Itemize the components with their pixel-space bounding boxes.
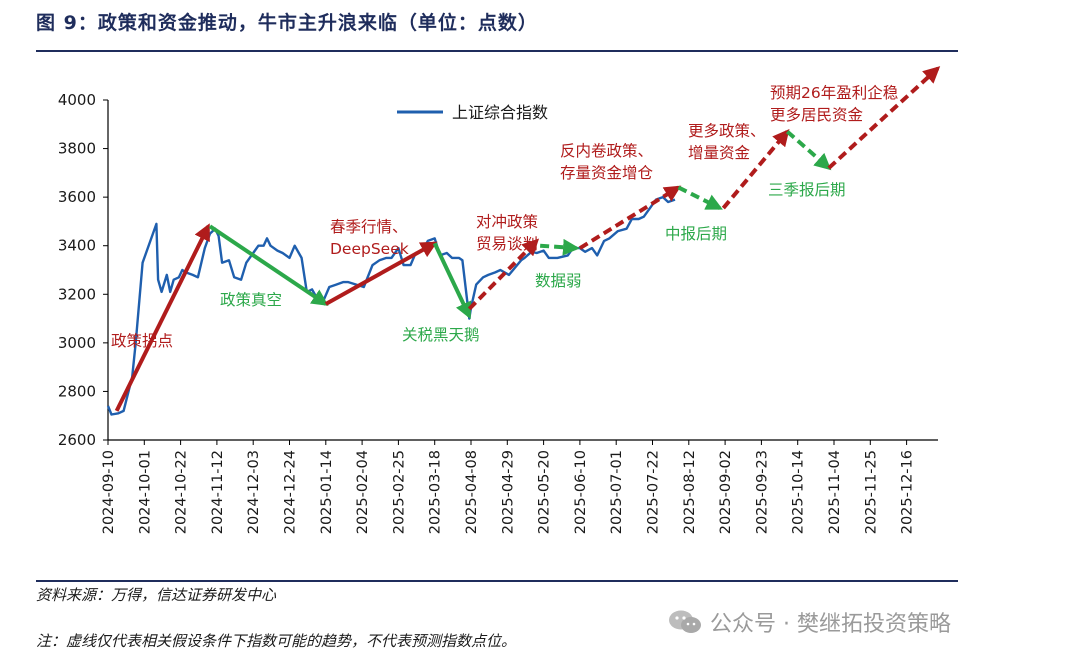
- x-tick-label: 2025-11-04: [827, 450, 843, 534]
- x-tick-label: 2025-09-02: [718, 450, 734, 534]
- x-tick-label: 2024-11-12: [210, 450, 226, 534]
- y-tick-label: 2600: [58, 431, 96, 449]
- annotation-line: 数据弱: [535, 272, 582, 290]
- x-tick-label: 2024-10-22: [174, 450, 190, 534]
- axes: 2600 2800 3000 3200 3400 3600 3800 4000 2024-09-…: [58, 91, 938, 534]
- trend-arrow-up-7: [578, 185, 682, 250]
- annotation-anti-involution: 反内卷政策、存量资金增仓: [560, 142, 654, 182]
- x-tick-label: 2025-07-22: [646, 450, 662, 534]
- annotation-line: 贸易谈判: [476, 235, 538, 253]
- watermark-text: 公众号 · 樊继拓投资策略: [710, 612, 951, 637]
- trend-arrow-down-10: [786, 130, 832, 171]
- annotation-line: 政策真空: [220, 291, 282, 309]
- y-tick-label: 4000: [58, 91, 96, 109]
- x-tick-label: 2025-09-23: [754, 450, 770, 534]
- x-tick-label: 2025-05-20: [537, 450, 553, 534]
- annotation-spring-rally: 春季行情、 DeepSeek: [330, 218, 409, 258]
- annotation-line: 更多居民资金: [770, 106, 864, 124]
- x-tick-label: 2025-07-01: [609, 450, 625, 534]
- annotation-line: 春季行情、: [330, 218, 408, 236]
- legend: 上证综合指数: [397, 103, 548, 122]
- trend-arrow-down-2: [208, 224, 329, 306]
- annotation-line: 更多政策、: [688, 122, 766, 140]
- y-tick-label: 3200: [58, 285, 96, 303]
- y-tick-label: 2800: [58, 382, 96, 400]
- trend-arrow-down-4: [432, 242, 472, 320]
- y-tick-label: 3400: [58, 237, 96, 255]
- footer-rule: [36, 580, 958, 582]
- x-tick-label: 2025-10-14: [791, 450, 807, 534]
- x-tick-label: 2025-12-16: [900, 450, 916, 534]
- annotation-line: 对冲政策: [476, 213, 538, 231]
- x-tick-label: 2024-09-10: [101, 450, 117, 534]
- annotation-interim-report: 中报后期: [665, 225, 727, 243]
- annotation-line: DeepSeek: [330, 240, 409, 258]
- source-text: 资料来源：万得，信达证券研发中心: [36, 586, 277, 604]
- annotation-weak-data: 数据弱: [535, 272, 582, 290]
- annotation-q3-report: 三季报后期: [768, 181, 846, 199]
- x-tick-label: 2024-12-24: [283, 450, 299, 534]
- y-tick-label: 3000: [58, 334, 96, 352]
- annotation-line: 存量资金增仓: [560, 164, 654, 182]
- arrow-layer: [114, 66, 941, 412]
- x-tick-label: 2025-01-14: [319, 450, 335, 534]
- chart-title: 图 9：政策和资金推动，牛市主升浪来临（单位：点数）: [36, 12, 538, 34]
- annotation-line: 关税黑天鹅: [402, 326, 480, 344]
- trend-arrow-down-6: [540, 238, 580, 256]
- annotation-more-policy: 更多政策、增量资金: [688, 122, 766, 162]
- trend-arrow-up-3: [324, 241, 438, 306]
- chart-canvas: 2600 2800 3000 3200 3400 3600 3800 4000 2024-09-…: [58, 66, 941, 534]
- x-tick-label: 2024-12-03: [246, 450, 262, 534]
- x-tick-label: 2025-03-18: [428, 450, 444, 534]
- x-tick-label: 2025-04-08: [464, 450, 480, 534]
- note-text: 注：虚线仅代表相关假设条件下指数可能的趋势，不代表预测指数点位。: [36, 632, 517, 650]
- x-tick-label: 2025-11-25: [863, 450, 879, 534]
- x-tick-label: 2025-06-10: [573, 450, 589, 534]
- x-tick-label: 2025-02-04: [355, 450, 371, 534]
- annotation-line: 反内卷政策、: [560, 142, 653, 160]
- legend-label: 上证综合指数: [452, 103, 548, 122]
- annotation-line: 中报后期: [665, 225, 727, 243]
- annotation-policy-vacuum: 政策真空: [220, 291, 282, 309]
- y-tick-label: 3600: [58, 188, 96, 206]
- annotation-line: 预期26年盈利企稳: [770, 84, 898, 102]
- annotation-line: 政策拐点: [111, 332, 173, 350]
- annotation-policy-turn: 政策拐点: [111, 332, 173, 350]
- y-tick-label: 3800: [58, 140, 96, 158]
- annotation-line: 三季报后期: [768, 181, 846, 199]
- trend-arrow-up-11: [827, 66, 941, 170]
- trend-arrow-up-5: [467, 238, 540, 311]
- title-rule: [36, 50, 958, 52]
- x-tick-label: 2025-02-25: [391, 450, 407, 534]
- annotation-tariff-black-swan: 关税黑天鹅: [402, 326, 480, 344]
- annotation-hedge-policy: 对冲政策贸易谈判: [476, 213, 538, 253]
- x-tick-label: 2025-04-29: [500, 450, 516, 534]
- trend-arrow-up-1: [114, 223, 211, 412]
- annotation-line: 增量资金: [688, 144, 751, 162]
- watermark: 公众号 · 樊继拓投资策略: [668, 606, 951, 638]
- trend-arrow-up-9: [721, 128, 790, 210]
- annotation-expect-2026: 预期26年盈利企稳更多居民资金: [770, 84, 898, 124]
- x-tick-label: 2025-08-12: [682, 450, 698, 534]
- wechat-icon: [669, 610, 701, 633]
- trend-arrow-down-8: [677, 185, 723, 210]
- x-tick-label: 2024-10-01: [137, 450, 153, 534]
